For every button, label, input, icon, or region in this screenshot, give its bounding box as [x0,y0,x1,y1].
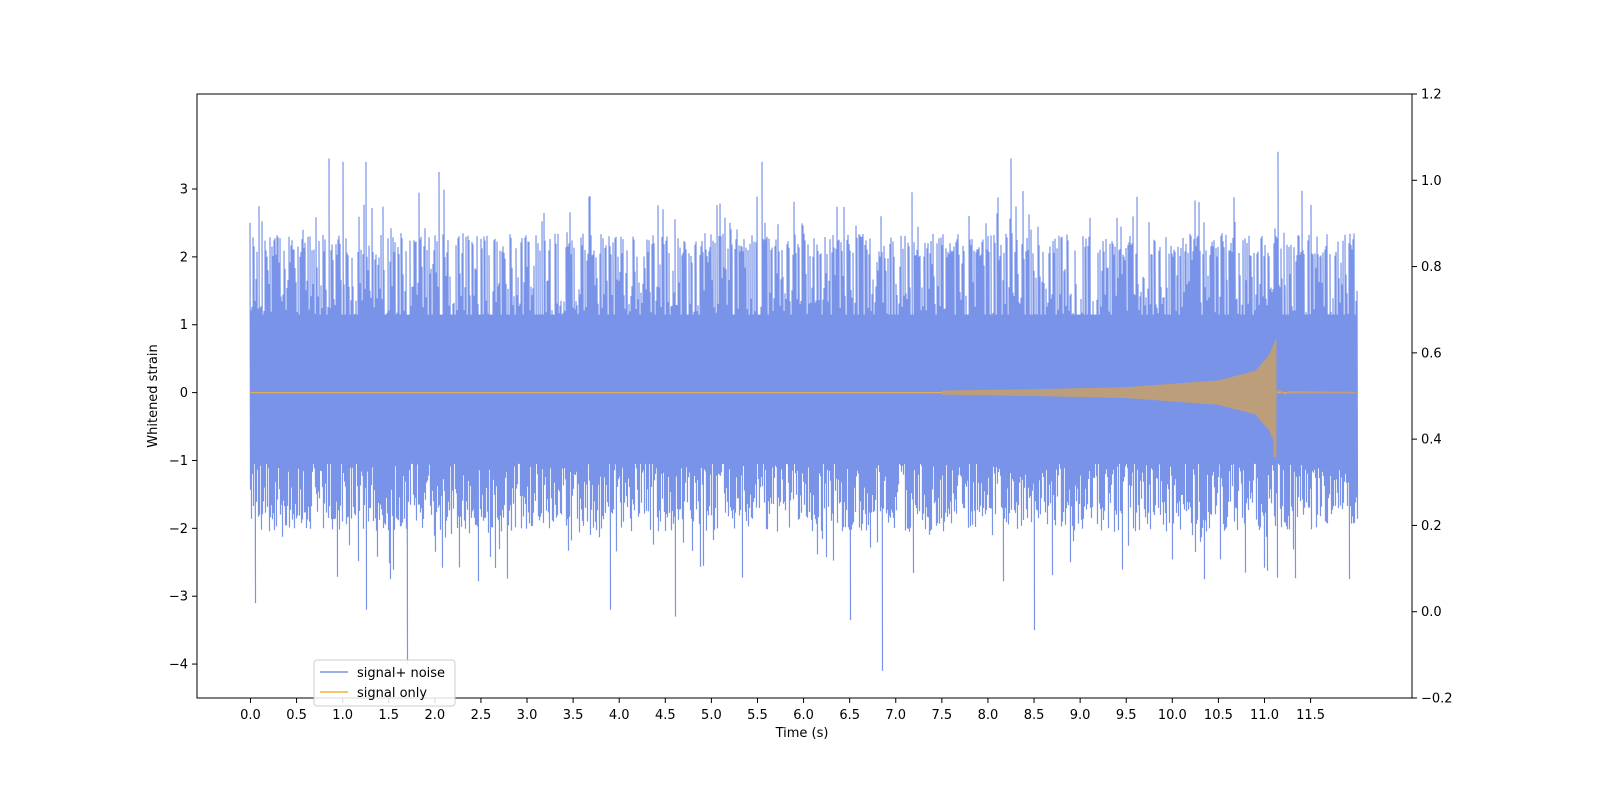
x-tick-label: 4.0 [609,708,630,723]
series-signal-only [941,339,1277,458]
y2-tick-label: 0.0 [1421,605,1442,620]
y2-tick-label: 0.6 [1421,346,1442,361]
x-tick-label: 4.5 [655,708,676,723]
x-tick-label: 3.0 [517,708,538,723]
x-tick-label: 11.0 [1250,708,1279,723]
y-axis-left: −4 −3 −2 −1 0 1 2 3 [169,183,197,673]
x-tick-label: 0.0 [240,708,261,723]
y2-tick-label: 0.8 [1421,260,1442,275]
x-tick-label: 1.5 [378,708,399,723]
x-tick-label: 10.0 [1158,708,1187,723]
x-axis-label: Time (s) [775,726,829,741]
y2-tick-label: 1.2 [1421,88,1442,103]
y2-tick-label: 1.0 [1421,174,1442,189]
x-tick-label: 10.5 [1204,708,1233,723]
legend-label-signal-noise: signal+ noise [357,666,445,681]
y2-tick-label: 0.4 [1421,433,1442,448]
series-signal-only-ringdown [1276,389,1357,395]
x-tick-label: 0.5 [286,708,307,723]
x-tick-label: 3.5 [563,708,584,723]
x-tick-label: 11.5 [1296,708,1325,723]
plot-area [249,151,1359,671]
x-tick-label: 7.0 [885,708,906,723]
x-tick-label: 8.5 [1024,708,1045,723]
y-tick-label: 3 [180,183,188,198]
x-tick-label: 2.0 [424,708,445,723]
y-tick-label: −3 [169,590,188,605]
y-tick-label: 1 [180,318,188,333]
series-signal-noise [249,151,1359,671]
x-tick-label: 9.0 [1070,708,1091,723]
x-tick-label: 9.5 [1116,708,1137,723]
x-tick-label: 5.0 [701,708,722,723]
x-tick-label: 2.5 [471,708,492,723]
plot-frame [196,93,1413,699]
x-tick-label: 1.0 [332,708,353,723]
y-tick-label: −4 [169,658,188,673]
x-axis: 0.0 0.5 1.0 1.5 2.0 2.5 3.0 3.5 4.0 4.5 5.0 5.5 6.0 6… [240,698,1325,723]
x-tick-label: 6.5 [839,708,860,723]
legend-label-signal-only: signal only [357,686,427,701]
x-tick-label: 5.5 [747,708,768,723]
y-tick-label: −1 [169,454,188,469]
series-layer [249,151,1359,671]
legend: signal+ noise signal only [313,659,456,707]
x-tick-label: 7.5 [932,708,953,723]
y-axis-right: −0.2 0.0 0.2 0.4 0.6 0.8 1.0 1.2 [1412,88,1453,707]
y-axis-label: Whitened strain [146,344,161,447]
y-tick-label: 0 [180,386,188,401]
x-tick-label: 6.0 [793,708,814,723]
x-tick-label: 8.0 [978,708,999,723]
y-tick-label: 2 [180,250,188,265]
y2-tick-label: 0.2 [1421,519,1442,534]
y2-tick-label: −0.2 [1421,692,1453,707]
y-tick-label: −2 [169,522,188,537]
legend-box [313,659,456,707]
